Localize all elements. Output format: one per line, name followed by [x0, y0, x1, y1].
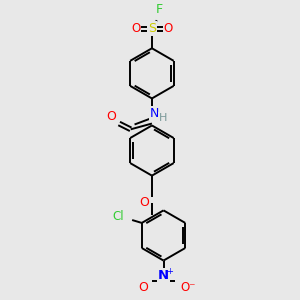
Text: S: S — [148, 22, 156, 35]
Text: O: O — [106, 110, 116, 123]
Text: H: H — [159, 113, 168, 123]
Text: Cl: Cl — [113, 210, 124, 223]
Text: O: O — [164, 22, 173, 34]
Text: O⁻: O⁻ — [180, 281, 195, 294]
Text: +: + — [166, 267, 173, 276]
Text: N: N — [158, 269, 169, 283]
Text: O: O — [139, 196, 149, 209]
Text: O: O — [131, 22, 140, 34]
Text: N: N — [150, 107, 160, 120]
Text: F: F — [156, 3, 163, 16]
Text: O: O — [138, 281, 148, 294]
